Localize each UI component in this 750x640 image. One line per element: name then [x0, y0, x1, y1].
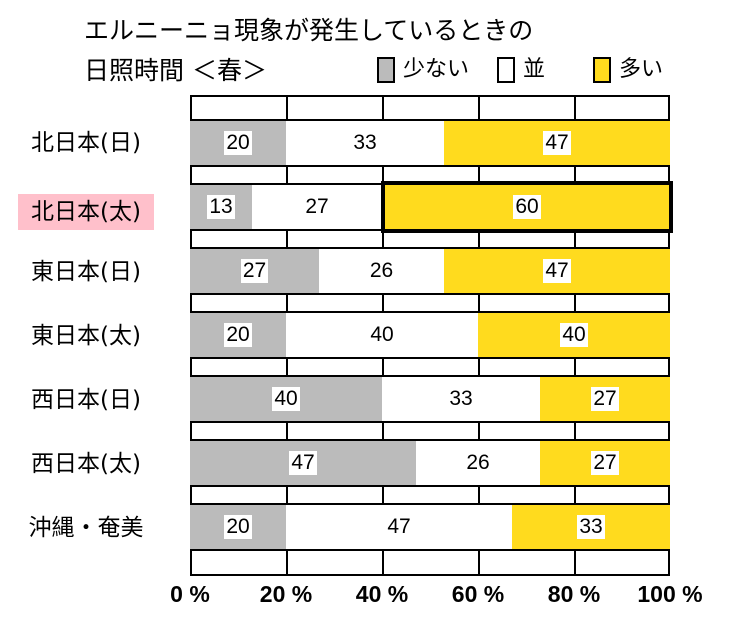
value-label: 27 [591, 451, 619, 475]
segment-mid: 26 [319, 247, 446, 295]
value-label: 47 [289, 451, 317, 475]
value-label: 27 [591, 387, 619, 411]
segment-high: 47 [444, 247, 670, 295]
plot-area: 20 33 47 13 27 60 27 26 47 20 40 40 40 3… [190, 95, 673, 576]
legend-item-mid: 並 [497, 57, 545, 83]
value-label: 20 [224, 515, 252, 539]
legend-swatch-mid [497, 57, 515, 83]
segment-low: 13 [190, 183, 254, 231]
legend-swatch-high [593, 57, 611, 83]
value-label: 33 [353, 131, 377, 154]
row-label: 西日本(日) [31, 387, 141, 413]
segment-low: 20 [190, 503, 288, 551]
segment-mid: 40 [286, 311, 480, 359]
bar-row: 47 26 27 [190, 439, 672, 487]
segment-mid: 26 [416, 439, 542, 487]
segment-high: 27 [540, 375, 670, 423]
legend-label-high: 多い [619, 57, 664, 82]
segment-mid: 33 [382, 375, 542, 423]
legend-swatch-low [377, 57, 395, 83]
value-label: 33 [577, 515, 605, 539]
bar-row: 20 47 33 [190, 503, 672, 551]
segment-high: 27 [540, 439, 670, 487]
value-label: 47 [387, 515, 411, 538]
row-label: 西日本(太) [31, 451, 141, 477]
x-tick-label: 60 % [451, 581, 505, 607]
x-tick-label: 20 % [259, 581, 313, 607]
segment-low: 47 [190, 439, 418, 487]
segment-high-emphasized: 60 [381, 181, 673, 233]
x-tick-label: 0 % [170, 581, 210, 607]
row-label: 沖縄・奄美 [28, 515, 144, 541]
x-tick-label: 80 % [547, 581, 601, 607]
row-label-highlighted: 北日本(太) [18, 194, 154, 230]
value-label: 20 [224, 323, 252, 347]
legend-item-high: 多い [593, 57, 663, 83]
chart-title-line1: エルニーニョ現象が発生しているときの [84, 16, 534, 45]
value-label: 40 [370, 323, 394, 346]
bar-row: 20 33 47 [190, 119, 672, 167]
segment-low: 40 [190, 375, 384, 423]
segment-high: 33 [512, 503, 670, 551]
row-label: 東日本(太) [31, 323, 141, 349]
value-label: 27 [240, 259, 269, 283]
chart-title-line2: 日照時間 ＜春＞ [84, 56, 267, 85]
bar-row: 27 26 47 [190, 247, 672, 295]
row-label: 東日本(日) [31, 259, 141, 285]
x-tick-label: 40 % [355, 581, 409, 607]
bar-row: 40 33 27 [190, 375, 672, 423]
segment-mid: 33 [286, 119, 446, 167]
x-tick-label: 100 % [637, 581, 703, 607]
value-label: 47 [543, 259, 571, 283]
value-label: 40 [560, 323, 588, 347]
value-label: 13 [207, 195, 235, 219]
value-label: 20 [224, 131, 252, 155]
segment-high: 47 [444, 119, 670, 167]
value-label: 60 [513, 195, 541, 219]
legend-label-low: 少ない [403, 57, 470, 82]
segment-low: 20 [190, 119, 288, 167]
value-label: 47 [543, 131, 571, 155]
segment-low: 27 [190, 247, 321, 295]
value-label: 26 [466, 451, 490, 474]
value-label: 26 [369, 259, 394, 282]
segment-mid: 27 [252, 183, 384, 231]
value-label: 33 [449, 387, 473, 410]
legend-label-mid: 並 [523, 57, 546, 82]
row-label: 北日本(日) [31, 130, 141, 156]
segment-low: 20 [190, 311, 288, 359]
segment-mid: 47 [286, 503, 514, 551]
segment-high: 40 [478, 311, 670, 359]
value-label: 27 [305, 195, 329, 218]
value-label: 40 [272, 387, 300, 411]
bar-row: 20 40 40 [190, 311, 672, 359]
legend-item-low: 少ない [377, 57, 469, 83]
bar-row: 13 27 60 [190, 181, 673, 233]
